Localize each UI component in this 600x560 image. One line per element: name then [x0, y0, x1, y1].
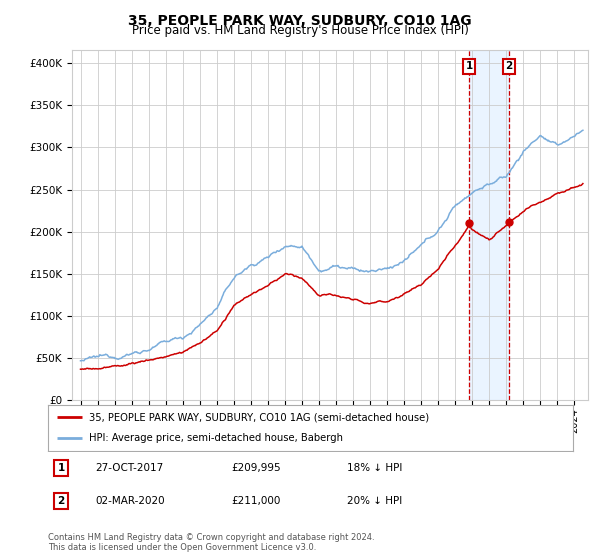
Bar	[469, 50, 509, 400]
Text: 35, PEOPLE PARK WAY, SUDBURY, CO10 1AG: 35, PEOPLE PARK WAY, SUDBURY, CO10 1AG	[128, 14, 472, 28]
Text: 35, PEOPLE PARK WAY, SUDBURY, CO10 1AG (semi-detached house): 35, PEOPLE PARK WAY, SUDBURY, CO10 1AG (…	[89, 412, 429, 422]
Text: Contains HM Land Registry data © Crown copyright and database right 2024.: Contains HM Land Registry data © Crown c…	[48, 533, 374, 542]
Text: This data is licensed under the Open Government Licence v3.0.: This data is licensed under the Open Gov…	[48, 543, 316, 552]
Text: Price paid vs. HM Land Registry's House Price Index (HPI): Price paid vs. HM Land Registry's House …	[131, 24, 469, 37]
Text: 2: 2	[506, 61, 513, 71]
Text: £209,995: £209,995	[232, 463, 281, 473]
Text: £211,000: £211,000	[232, 496, 281, 506]
Text: 1: 1	[466, 61, 473, 71]
Text: 18% ↓ HPI: 18% ↓ HPI	[347, 463, 403, 473]
Text: 27-OCT-2017: 27-OCT-2017	[95, 463, 163, 473]
Text: 02-MAR-2020: 02-MAR-2020	[95, 496, 165, 506]
Text: 2: 2	[58, 496, 65, 506]
Text: 20% ↓ HPI: 20% ↓ HPI	[347, 496, 403, 506]
Text: HPI: Average price, semi-detached house, Babergh: HPI: Average price, semi-detached house,…	[89, 433, 343, 444]
Text: 1: 1	[58, 463, 65, 473]
